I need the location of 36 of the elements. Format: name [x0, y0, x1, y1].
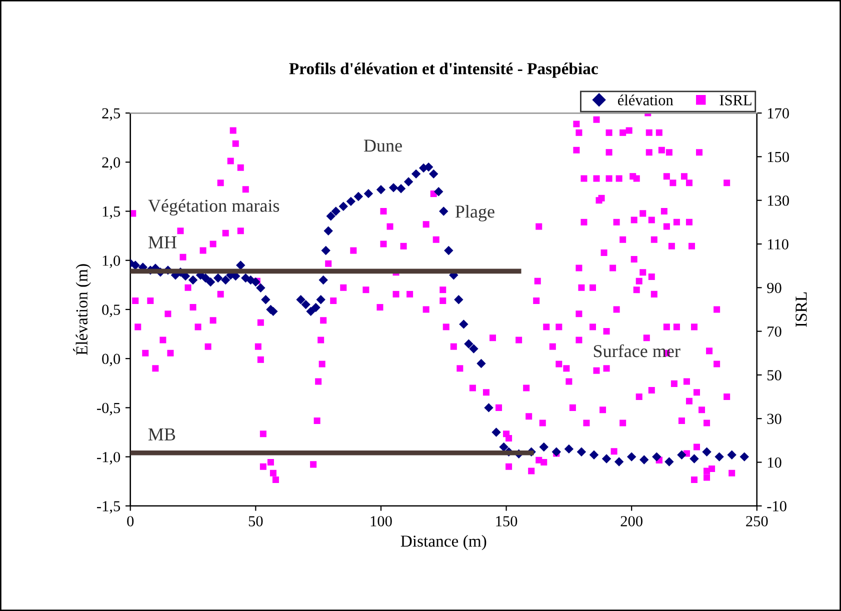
- y2-tick-label: 170: [768, 108, 789, 118]
- chart-title: Profils d'élévation et d'intensité - Paspébiac: [289, 62, 598, 78]
- y-tick-label: 0,0: [102, 354, 120, 366]
- y-tick-label: 2,5: [102, 108, 120, 121]
- legend-label: élévation: [618, 94, 674, 106]
- x-tick-label: 150: [496, 516, 518, 526]
- x-tick-label: 50: [248, 516, 263, 526]
- y2-tick-label: 130: [768, 195, 789, 206]
- annotation: MH: [148, 236, 176, 248]
- y2-tick-label: 10: [768, 457, 782, 468]
- y2-tick-label: 50: [768, 370, 782, 380]
- x-tick-label: 100: [370, 516, 392, 526]
- y2-tick-label: 70: [768, 326, 782, 337]
- x-tick-label: 200: [620, 516, 642, 526]
- x-tick-label: 250: [746, 516, 768, 526]
- legend-label: ISRL: [720, 95, 752, 106]
- y2-axis-title: ISRL: [796, 292, 807, 327]
- y-tick-label: 1,5: [102, 206, 120, 219]
- annotation: Végétation marais: [148, 199, 280, 216]
- y-tick-label: 0,5: [102, 304, 120, 318]
- annotation: Dune: [364, 140, 402, 152]
- y-tick-label: -1,5: [97, 501, 120, 514]
- y-tick-label: 1,0: [102, 256, 120, 268]
- y-tick-label: -0,5: [97, 402, 120, 416]
- annotation: MB: [148, 428, 176, 440]
- y2-tick-label: 30: [767, 414, 782, 424]
- x-tick-label: 0: [127, 516, 134, 526]
- y-tick-label: 2,0: [102, 157, 120, 170]
- y2-tick-label: 110: [768, 239, 788, 250]
- y2-tick-label: 90: [767, 282, 782, 294]
- x-axis-title: Distance (m): [400, 535, 486, 550]
- y2-tick-label: -10: [767, 501, 786, 512]
- y2-tick-label: 150: [768, 152, 789, 162]
- y-tick-label: -1,0: [97, 452, 120, 464]
- annotation: Plage: [455, 205, 494, 222]
- y-axis-title: Élévation (m): [73, 264, 91, 356]
